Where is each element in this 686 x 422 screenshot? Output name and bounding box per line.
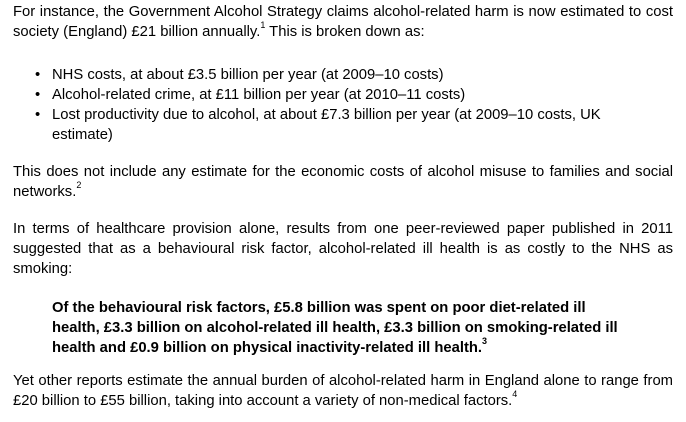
healthcare-text: In terms of healthcare provision alone, …: [13, 221, 673, 277]
intro-text-continued: This is broken down as:: [265, 24, 425, 40]
cost-breakdown-list: • NHS costs, at about £3.5 billion per ye…: [13, 65, 673, 145]
healthcare-paragraph: In terms of healthcare provision alone, …: [13, 219, 673, 279]
quote-text: Of the behavioural risk factors, £5.8 bi…: [52, 300, 618, 356]
list-item: • NHS costs, at about £3.5 billion per ye…: [13, 65, 673, 85]
bullet-icon: •: [35, 107, 41, 123]
list-item-text: Alcohol-related crime, at £11 billion pe…: [52, 87, 466, 103]
exclusion-text: This does not include any estimate for t…: [13, 164, 673, 200]
footnote-ref-2[interactable]: 2: [76, 180, 82, 191]
list-item: • Alcohol-related crime, at £11 billion p…: [13, 85, 673, 105]
burden-text: Yet other reports estimate the annual bu…: [13, 373, 673, 409]
burden-paragraph: Yet other reports estimate the annual bu…: [13, 371, 673, 411]
list-item-text: NHS costs, at about £3.5 billion per yea…: [52, 67, 444, 83]
footnote-ref-3[interactable]: 3: [482, 336, 488, 347]
intro-paragraph: For instance, the Government Alcohol Str…: [13, 0, 673, 42]
intro-text: For instance, the Government Alcohol Str…: [13, 4, 673, 40]
list-item: • Lost productivity due to alcohol, at ab…: [13, 105, 673, 145]
footnote-ref-1[interactable]: 1: [260, 20, 266, 31]
bullet-icon: •: [35, 87, 41, 103]
list-item-text: Lost productivity due to alcohol, at abo…: [52, 107, 601, 143]
footnote-ref-4[interactable]: 4: [512, 389, 518, 400]
block-quote: Of the behavioural risk factors, £5.8 bi…: [52, 298, 633, 358]
exclusion-paragraph: This does not include any estimate for t…: [13, 162, 673, 202]
document-page: For instance, the Government Alcohol Str…: [13, 0, 673, 411]
bullet-icon: •: [35, 67, 41, 83]
